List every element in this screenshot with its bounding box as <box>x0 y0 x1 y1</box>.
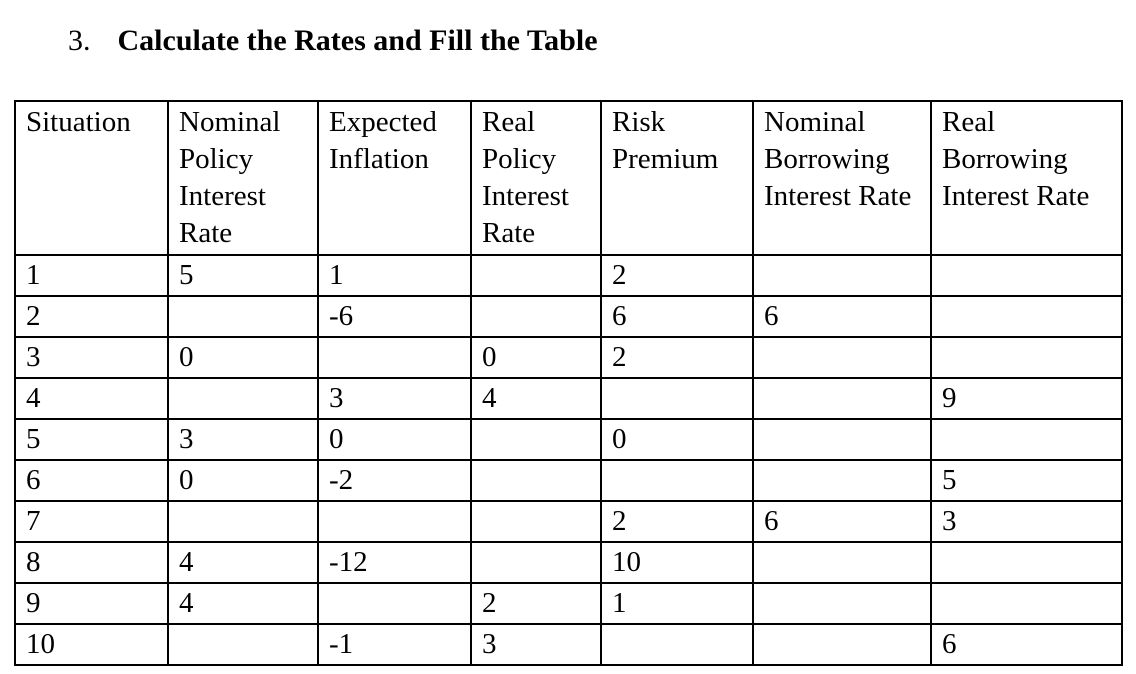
rates-table: Situation Nominal Policy Interest Rate Exp… <box>14 100 1123 666</box>
value-cell <box>470 500 602 543</box>
value-cell: 0 <box>317 418 472 461</box>
situation-cell: 6 <box>14 459 169 502</box>
value-cell: 6 <box>752 295 932 338</box>
value-cell: -1 <box>317 623 472 666</box>
value-cell: 2 <box>600 336 754 379</box>
value-cell: 0 <box>470 336 602 379</box>
value-cell: 4 <box>470 377 602 420</box>
value-cell <box>752 418 932 461</box>
value-cell <box>470 295 602 338</box>
value-cell: 0 <box>167 336 319 379</box>
value-cell <box>317 500 472 543</box>
value-cell <box>470 541 602 584</box>
column-header: Situation <box>14 100 169 256</box>
table-row: 6 0 -2 5 <box>14 459 1123 502</box>
header-row: Situation Nominal Policy Interest Rate Exp… <box>14 100 1123 256</box>
situation-cell: 10 <box>14 623 169 666</box>
situation-cell: 3 <box>14 336 169 379</box>
column-header: Real Policy Interest Rate <box>470 100 602 256</box>
situation-cell: 7 <box>14 500 169 543</box>
value-cell <box>600 623 754 666</box>
value-cell: 5 <box>167 254 319 297</box>
value-cell <box>752 541 932 584</box>
value-cell <box>600 377 754 420</box>
situation-cell: 9 <box>14 582 169 625</box>
value-cell: 3 <box>317 377 472 420</box>
situation-cell: 8 <box>14 541 169 584</box>
value-cell: 2 <box>600 254 754 297</box>
value-cell <box>752 459 932 502</box>
value-cell: 6 <box>752 500 932 543</box>
table-row: 10 -1 3 6 <box>14 623 1123 666</box>
value-cell <box>930 582 1123 625</box>
value-cell <box>167 623 319 666</box>
section-title: Calculate the Rates and Fill the Table <box>117 24 598 57</box>
table-row: 8 4 -12 10 <box>14 541 1123 584</box>
value-cell: 10 <box>600 541 754 584</box>
value-cell <box>317 336 472 379</box>
value-cell: -2 <box>317 459 472 502</box>
value-cell <box>167 500 319 543</box>
value-cell <box>470 418 602 461</box>
column-header: Risk Premium <box>600 100 754 256</box>
value-cell: 0 <box>600 418 754 461</box>
value-cell <box>930 254 1123 297</box>
value-cell: 6 <box>930 623 1123 666</box>
value-cell: 9 <box>930 377 1123 420</box>
value-cell <box>752 623 932 666</box>
value-cell <box>752 377 932 420</box>
value-cell: 3 <box>930 500 1123 543</box>
section-heading: 3. Calculate the Rates and Fill the Table <box>0 0 1136 60</box>
value-cell: 3 <box>470 623 602 666</box>
situation-cell: 5 <box>14 418 169 461</box>
column-header: Nominal Policy Interest Rate <box>167 100 319 256</box>
column-header: Expected Inflation <box>317 100 472 256</box>
column-header: Nominal Borrowing Interest Rate <box>752 100 932 256</box>
value-cell <box>930 541 1123 584</box>
section-number: 3. <box>68 24 91 57</box>
situation-cell: 1 <box>14 254 169 297</box>
value-cell <box>930 295 1123 338</box>
value-cell: 3 <box>167 418 319 461</box>
value-cell <box>600 459 754 502</box>
value-cell <box>470 254 602 297</box>
value-cell <box>752 254 932 297</box>
value-cell <box>930 336 1123 379</box>
value-cell <box>752 336 932 379</box>
value-cell: 1 <box>317 254 472 297</box>
value-cell: 5 <box>930 459 1123 502</box>
value-cell <box>752 582 932 625</box>
value-cell <box>930 418 1123 461</box>
value-cell: 2 <box>600 500 754 543</box>
value-cell: 1 <box>600 582 754 625</box>
value-cell: 6 <box>600 295 754 338</box>
situation-cell: 2 <box>14 295 169 338</box>
value-cell: 4 <box>167 541 319 584</box>
value-cell: 0 <box>167 459 319 502</box>
value-cell <box>317 582 472 625</box>
value-cell: -6 <box>317 295 472 338</box>
value-cell <box>470 459 602 502</box>
column-header: Real Borrowing Interest Rate <box>930 100 1123 256</box>
table-row: 2 -6 6 6 <box>14 295 1123 338</box>
value-cell: 4 <box>167 582 319 625</box>
situation-cell: 4 <box>14 377 169 420</box>
value-cell <box>167 377 319 420</box>
value-cell: -12 <box>317 541 472 584</box>
value-cell <box>167 295 319 338</box>
value-cell: 2 <box>470 582 602 625</box>
